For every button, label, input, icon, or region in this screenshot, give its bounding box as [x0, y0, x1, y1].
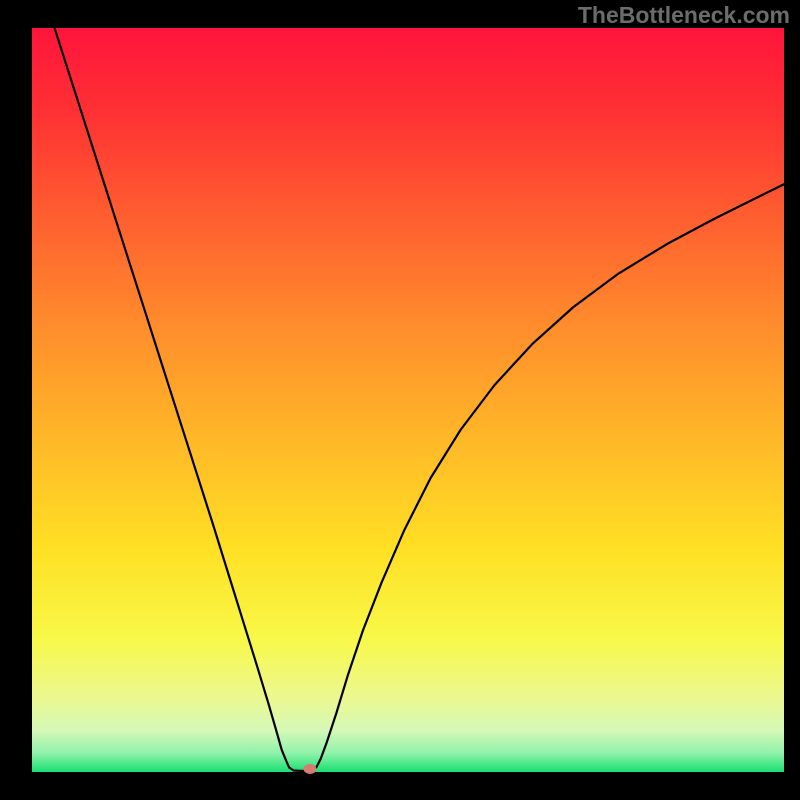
plot-area [32, 28, 784, 772]
watermark-text: TheBottleneck.com [578, 2, 790, 29]
optimum-marker [304, 764, 317, 774]
bottleneck-curve [55, 28, 784, 771]
chart-frame: TheBottleneck.com [0, 0, 800, 800]
curve-svg [32, 28, 784, 772]
